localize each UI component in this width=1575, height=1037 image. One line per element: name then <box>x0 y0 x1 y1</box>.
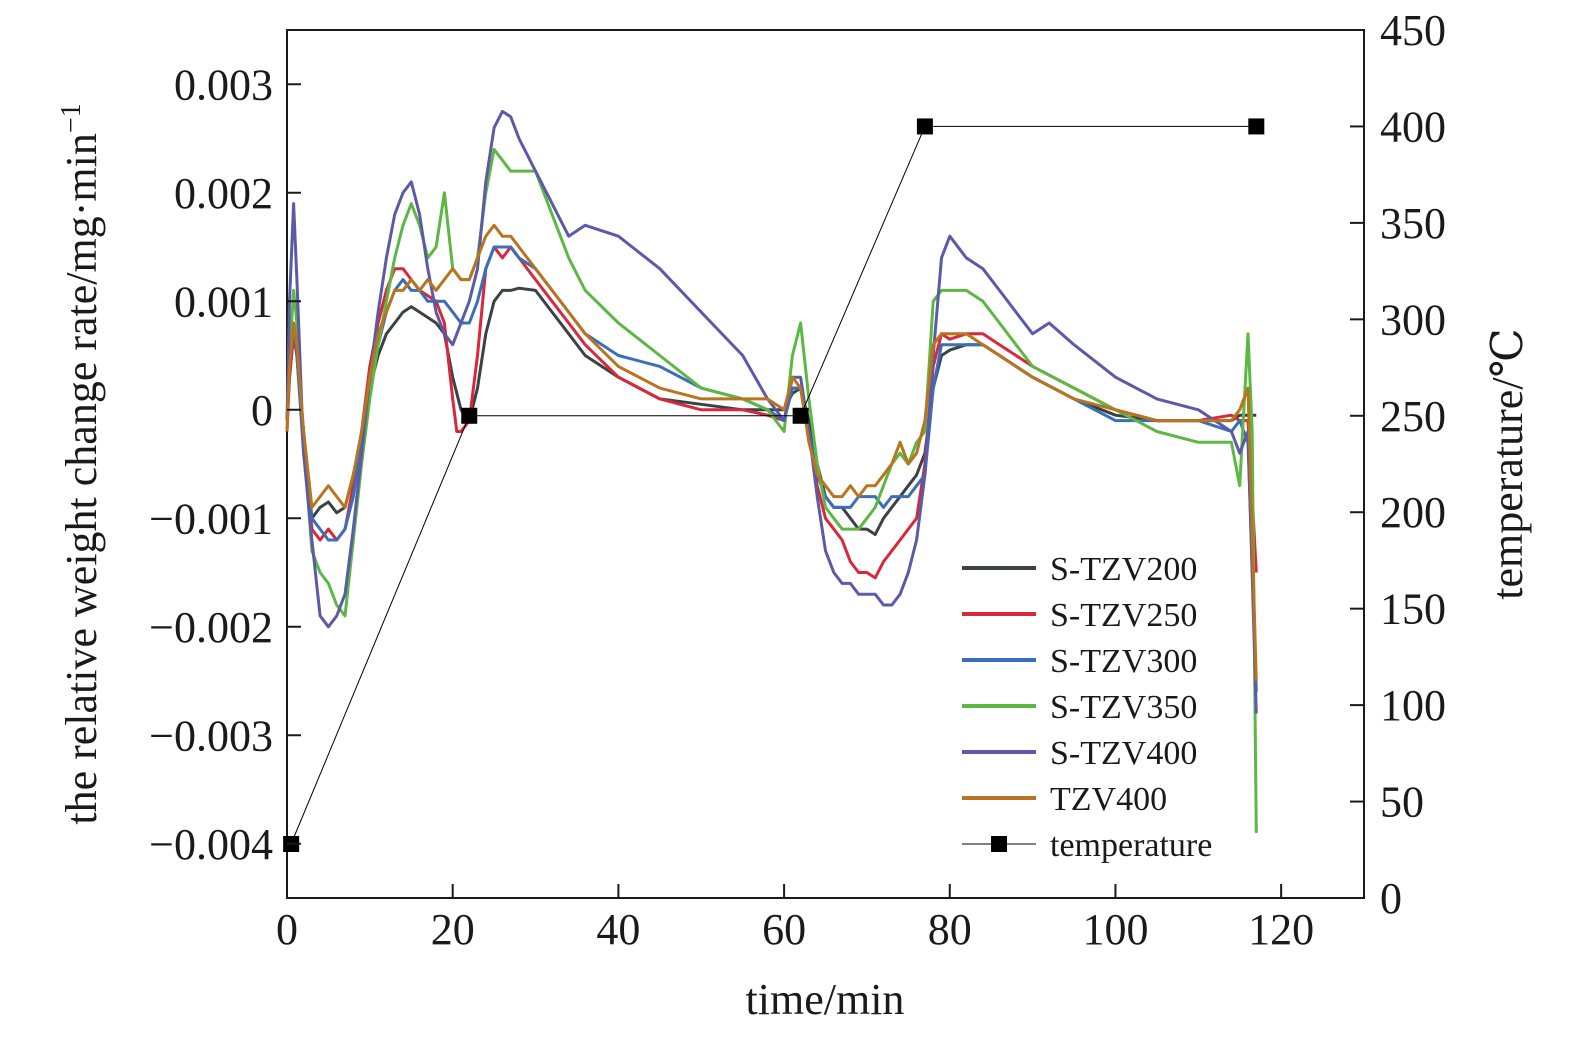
legend-item: S-TZV300 <box>962 643 1197 680</box>
x-axis-title: time/min <box>746 975 905 1024</box>
legend-item: TZV400 <box>962 781 1167 818</box>
y2-tick-label: 200 <box>1380 488 1446 537</box>
y2-tick-label: 400 <box>1380 102 1446 151</box>
y2-tick-label: 350 <box>1380 199 1446 248</box>
legend-item: S-TZV200 <box>962 551 1197 588</box>
temperature-marker <box>916 118 933 135</box>
temperature-marker <box>461 407 478 424</box>
y-tick-label: 0.002 <box>174 169 273 218</box>
temperature-layer <box>283 118 1265 852</box>
y2-tick-label: 50 <box>1380 778 1424 827</box>
legend-label: S-TZV200 <box>1050 551 1197 588</box>
legend: S-TZV200 S-TZV250 S-TZV300 S-TZV350 S-TZV400… <box>962 551 1212 864</box>
y2-tick-label: 300 <box>1380 295 1446 344</box>
x-tick-label: 100 <box>1082 905 1148 954</box>
y-axis-title-main: the relative weight change rate/mg·min <box>57 133 106 825</box>
legend-label: S-TZV250 <box>1050 597 1197 634</box>
y-axis-title: the relative weight change rate/mg·min−1 <box>56 103 106 824</box>
x-tick-label: 40 <box>596 905 640 954</box>
legend-label: S-TZV400 <box>1050 735 1197 772</box>
series-layer <box>285 109 1258 833</box>
legend-label: S-TZV350 <box>1050 689 1197 726</box>
temperature-marker <box>792 407 809 424</box>
y-tick-label: −0.002 <box>149 603 273 652</box>
y2-tick-label: 450 <box>1380 6 1446 55</box>
y2-axis-title: temperature/℃ <box>1483 328 1532 600</box>
y-tick-label: 0.003 <box>174 60 273 109</box>
y2-tick-label: 100 <box>1380 681 1446 730</box>
legend-label: TZV400 <box>1050 781 1167 818</box>
y-tick-label: −0.001 <box>149 494 273 543</box>
y-axis-title-superscript: −1 <box>56 103 87 133</box>
y-tick-label: −0.004 <box>149 820 273 869</box>
series-line-tzv400 <box>285 223 1258 682</box>
x-tick-label: 0 <box>276 905 298 954</box>
y2-tick-label: 150 <box>1380 585 1446 634</box>
legend-label: S-TZV300 <box>1050 643 1197 680</box>
legend-item: S-TZV400 <box>962 735 1197 772</box>
y-tick-label: −0.003 <box>149 711 273 760</box>
legend-item: temperature <box>962 827 1212 864</box>
x-tick-label: 20 <box>431 905 475 954</box>
legend-item: S-TZV350 <box>962 689 1197 726</box>
x-tick-label: 120 <box>1248 905 1314 954</box>
y2-tick-label: 0 <box>1380 874 1402 923</box>
legend-marker <box>991 836 1007 852</box>
x-tick-label: 60 <box>762 905 806 954</box>
y-tick-label: 0 <box>251 386 273 435</box>
legend-item: S-TZV250 <box>962 597 1197 634</box>
y2-tick-label: 250 <box>1380 392 1446 441</box>
x-tick-label: 80 <box>928 905 972 954</box>
axis-layer: 0 20 40 60 80 100 120 0.003 0.002 0.001 0 −0.001 −0.… <box>149 6 1446 954</box>
y-tick-label: 0.001 <box>174 277 273 326</box>
plot-frame <box>286 29 1365 899</box>
series-line-s-tzv350 <box>285 147 1258 833</box>
legend-label: temperature <box>1050 827 1212 864</box>
temperature-marker <box>1248 118 1265 135</box>
